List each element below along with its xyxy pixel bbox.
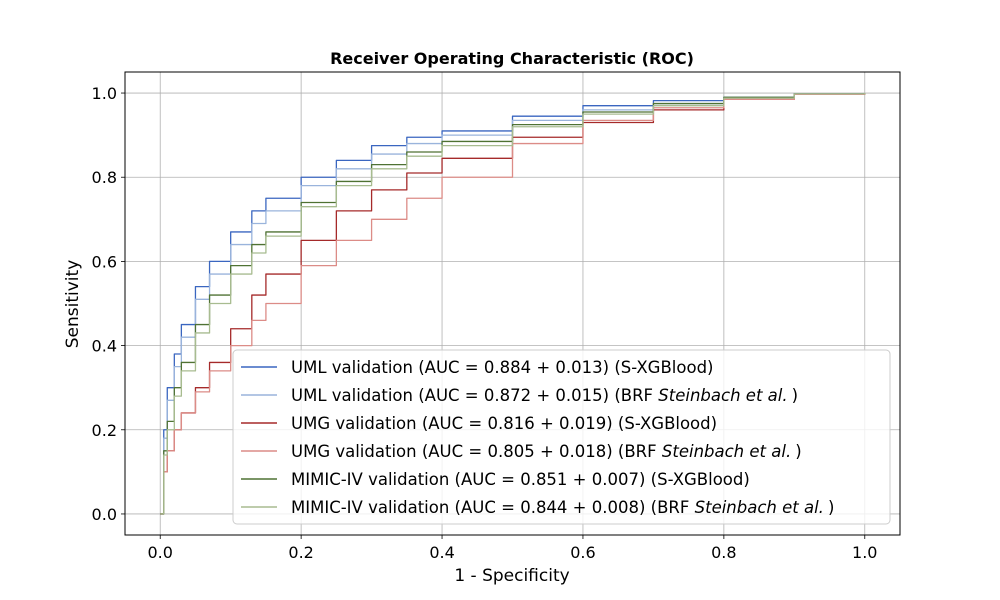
y-tick-label: 1.0 — [92, 84, 117, 103]
legend-label-italic: Steinbach et al. — [695, 498, 824, 517]
chart-title: Receiver Operating Characteristic (ROC) — [330, 49, 694, 68]
y-tick-label: 0.4 — [92, 337, 117, 356]
legend-label-tail: ) — [795, 442, 801, 461]
legend-label: MIMIC-IV validation (AUC = 0.844 + 0.008… — [291, 498, 695, 517]
y-axis-label: Sensitivity — [63, 260, 83, 349]
x-tick-label: 0.0 — [148, 543, 173, 562]
legend-entry-6: MIMIC-IV validation (AUC = 0.844 + 0.008… — [291, 498, 834, 517]
x-tick-label: 0.6 — [570, 543, 595, 562]
legend-label-tail: ) — [828, 498, 834, 517]
x-tick-label: 0.4 — [429, 543, 454, 562]
legend-label: UML validation (AUC = 0.872 + 0.015) (BR… — [291, 386, 658, 405]
x-tick-label: 0.8 — [711, 543, 736, 562]
legend-label: UMG validation (AUC = 0.805 + 0.018) (BR… — [291, 442, 662, 461]
y-tick-label: 0.8 — [92, 168, 117, 187]
series-layer — [160, 93, 866, 515]
legend-label-italic: Steinbach et al. — [662, 442, 791, 461]
legend-label-italic: Steinbach et al. — [658, 386, 787, 405]
roc-curve-6 — [160, 93, 866, 515]
legend-entry-4: UMG validation (AUC = 0.805 + 0.018) (BR… — [291, 442, 802, 461]
legend-entry-2: UML validation (AUC = 0.872 + 0.015) (BR… — [291, 386, 798, 405]
x-tick-label: 1.0 — [852, 543, 877, 562]
legend-box — [232, 349, 891, 525]
plot-frame — [124, 71, 901, 536]
ticks: 0.0 0.2 0.4 0.6 0.8 1.0 0.0 0.2 0.4 0.6 0.8 1.0 — [92, 84, 878, 562]
y-tick-label: 0.6 — [92, 252, 117, 271]
legend-entry-1: UML validation (AUC = 0.884 + 0.013) (S-… — [291, 358, 713, 377]
legend-label-tail: ) — [792, 386, 798, 405]
roc-curve-4 — [160, 93, 866, 515]
legend: UML validation (AUC = 0.884 + 0.013) (S-… — [232, 349, 891, 525]
legend-label: MIMIC-IV validation (AUC = 0.851 + 0.007… — [291, 470, 750, 489]
y-tick-label: 0.0 — [92, 505, 117, 524]
legend-entry-5: MIMIC-IV validation (AUC = 0.851 + 0.007… — [291, 470, 750, 489]
y-tick-label: 0.2 — [92, 421, 117, 440]
legend-label: UML validation (AUC = 0.884 + 0.013) (S-… — [291, 358, 713, 377]
legend-label: UMG validation (AUC = 0.816 + 0.019) (S-… — [291, 414, 717, 433]
x-tick-label: 0.2 — [288, 543, 313, 562]
x-axis-label: 1 - Specificity — [454, 566, 569, 586]
legend-entry-3: UMG validation (AUC = 0.816 + 0.019) (S-… — [291, 414, 717, 433]
